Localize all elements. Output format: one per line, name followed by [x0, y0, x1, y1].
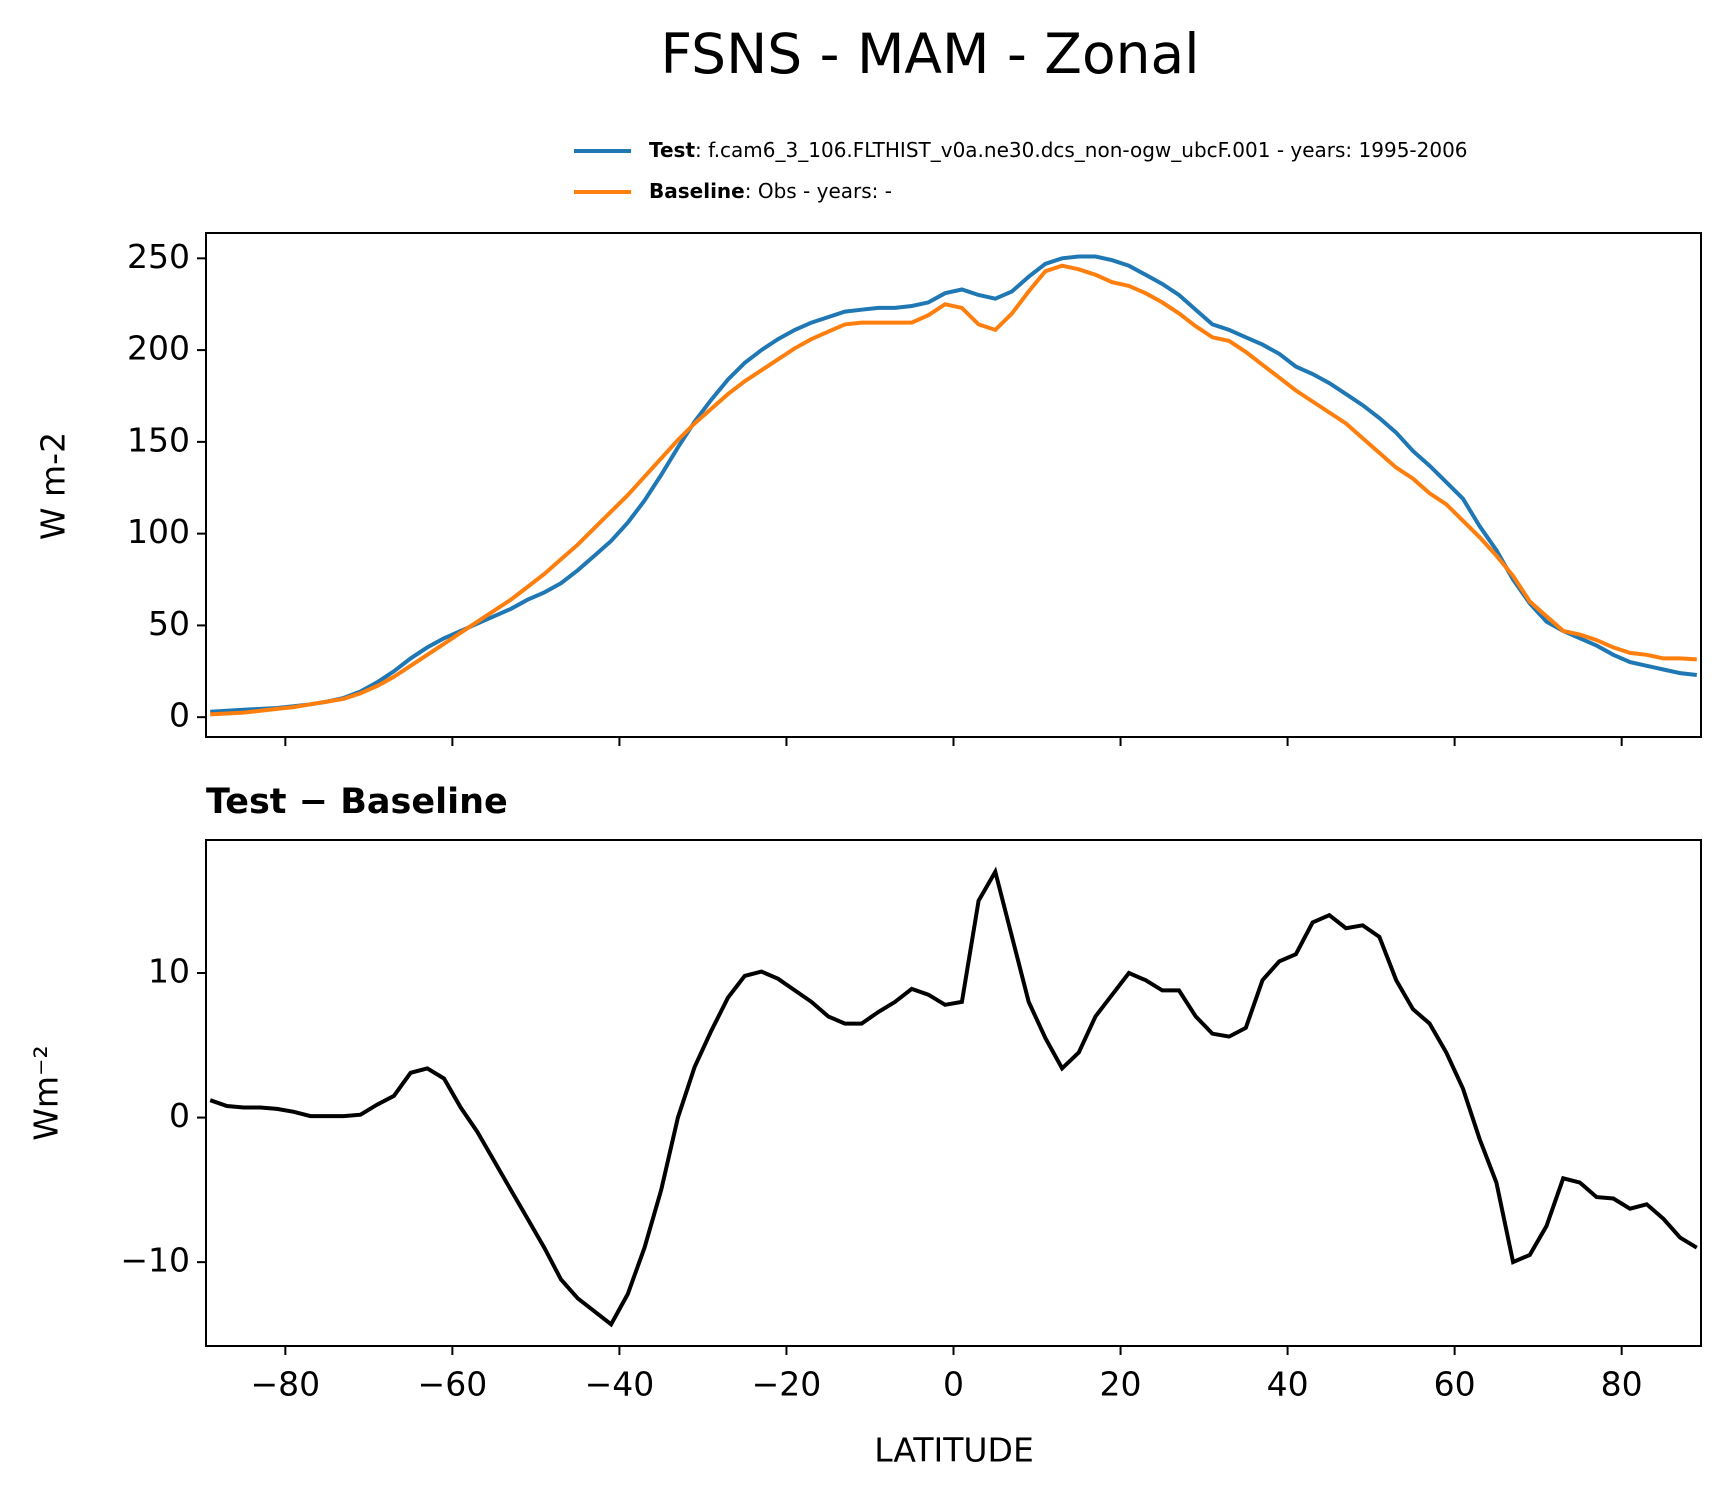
x-axis-label: LATITUDE [874, 1431, 1034, 1470]
y-tick-label: 250 [127, 237, 190, 276]
x-tick-label: 80 [1601, 1365, 1643, 1404]
legend-label: Baseline: Obs - years: - [649, 179, 892, 203]
x-tick-label: −60 [418, 1365, 488, 1404]
legend-description: : f.cam6_3_106.FLTHIST_v0a.ne30.dcs_non-… [695, 138, 1468, 162]
plot-frame [205, 839, 1702, 1347]
x-tick-label: −20 [752, 1365, 822, 1404]
legend-description: : Obs - years: - [745, 179, 892, 203]
legend-label: Test: f.cam6_3_106.FLTHIST_v0a.ne30.dcs_… [649, 138, 1468, 162]
y-tick-label: 0 [169, 1096, 190, 1135]
x-tick-label: 40 [1267, 1365, 1309, 1404]
x-tick-label: −80 [251, 1365, 321, 1404]
y-tick-label: 100 [127, 512, 190, 551]
y-tick-label: 10 [148, 952, 190, 991]
data-line [210, 263, 1697, 717]
data-line [209, 866, 1698, 1328]
x-tick-label: 20 [1100, 1365, 1142, 1404]
y-tick-label: 150 [127, 420, 190, 459]
y-tick-label: −10 [120, 1241, 190, 1280]
legend-name: Test [649, 138, 695, 162]
y-tick-label: 0 [169, 696, 190, 735]
y-tick-label: 200 [127, 329, 190, 368]
y-axis-label: W m-2 [34, 432, 73, 540]
legend-name: Baseline [649, 179, 745, 203]
x-tick-label: 0 [943, 1365, 964, 1404]
figure-title: FSNS - MAM - Zonal [661, 22, 1200, 86]
plot-frame [205, 232, 1702, 738]
panel-title: Test − Baseline [206, 782, 508, 822]
y-tick-label: 50 [148, 604, 190, 643]
y-axis-label: Wm⁻² [27, 1045, 66, 1140]
x-tick-label: −40 [585, 1365, 655, 1404]
data-line [210, 254, 1698, 714]
x-tick-label: 60 [1434, 1365, 1476, 1404]
